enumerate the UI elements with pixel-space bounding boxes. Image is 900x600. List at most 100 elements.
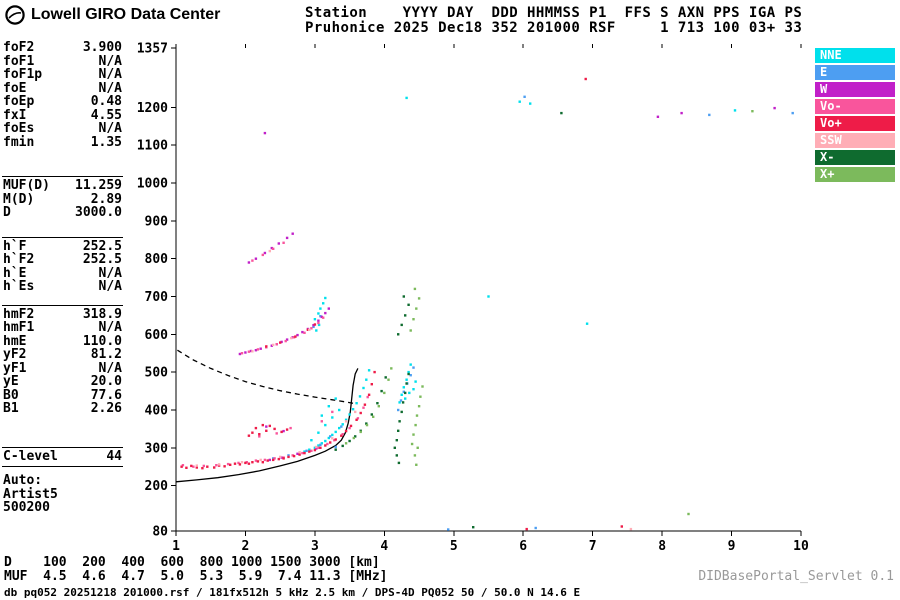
parameter-row-yf2: yF2 81.2 bbox=[2, 348, 123, 362]
parameter-value: 20.0 bbox=[90, 374, 122, 389]
parameter-label: B0 bbox=[3, 387, 19, 403]
y-tick-label: 80 bbox=[152, 525, 168, 540]
parameter-label: foF1 bbox=[3, 53, 35, 69]
parameter-row-ye: yE 20.0 bbox=[2, 375, 123, 389]
y-tick-label: 1200 bbox=[137, 101, 168, 116]
parameter-label: yF2 bbox=[3, 347, 27, 362]
parameter-value: 1.35 bbox=[90, 134, 122, 150]
parameter-label: foF1p bbox=[3, 67, 43, 82]
parameter-row-md: M(D) 2.89 bbox=[2, 191, 123, 207]
parameter-panel: foF2 3.900 foF1 N/A foF1p N/A foE N/A foEp 0.48 fx… bbox=[2, 40, 123, 515]
parameter-label: hmE bbox=[3, 333, 27, 349]
legend-w: W bbox=[815, 82, 895, 97]
parameter-row-hme: hmE 110.0 bbox=[2, 333, 123, 349]
station-header-row: Station YYYY DAY DDD HHMMSS P1 FFS S AXN… bbox=[305, 5, 803, 21]
parameter-value: 318.9 bbox=[82, 306, 122, 322]
x-tick-label: 2 bbox=[242, 539, 250, 554]
auto-line: Auto: bbox=[3, 473, 43, 488]
y-tick-label: 1100 bbox=[137, 139, 168, 154]
parameter-row-hes: h`Es N/A bbox=[2, 280, 123, 294]
parameter-row-foe: foE N/A bbox=[2, 80, 123, 96]
parameter-value: N/A bbox=[98, 265, 122, 281]
parameter-value: 81.2 bbox=[90, 347, 122, 362]
parameter-group: C-level 44 bbox=[2, 446, 123, 467]
parameter-value: 110.0 bbox=[82, 333, 122, 349]
y-tick-label: 400 bbox=[145, 403, 169, 418]
muf-row: MUF 4.5 4.6 4.7 5.0 5.3 5.9 7.4 11.3 [MH… bbox=[4, 569, 388, 584]
parameter-label: h`F2 bbox=[3, 252, 35, 267]
series-nne bbox=[303, 96, 737, 453]
station-values-row: Pruhonice 2025 Dec18 352 201000 RSF 1 71… bbox=[305, 20, 803, 36]
y-tick-label: 600 bbox=[145, 328, 169, 343]
parameter-row-hmf1: hmF1 N/A bbox=[2, 321, 123, 335]
series-ssw bbox=[195, 249, 633, 531]
parameter-row-fmin: fmin 1.35 bbox=[2, 134, 123, 150]
series-w bbox=[238, 106, 776, 462]
parameter-row-hf2: h`F2 252.5 bbox=[2, 253, 123, 267]
parameter-value: 252.5 bbox=[82, 252, 122, 267]
parameter-row-fof1: foF1 N/A bbox=[2, 53, 123, 69]
parameter-row-mufd: MUF(D) 11.259 bbox=[2, 179, 123, 193]
parameter-label: hmF1 bbox=[3, 320, 35, 335]
parameter-label: yE bbox=[3, 374, 19, 389]
parameter-value: N/A bbox=[98, 320, 122, 335]
legend-vo-: Vo- bbox=[815, 99, 895, 114]
parameter-value: 2.89 bbox=[90, 191, 122, 207]
parameter-label: hmF2 bbox=[3, 306, 35, 322]
muf-transmission-curve-curve bbox=[177, 349, 357, 405]
series-x- bbox=[334, 111, 563, 529]
x-tick-label: 9 bbox=[728, 539, 736, 554]
parameter-group: foF2 3.900 foF1 N/A foF1p N/A foE N/A foEp 0.48 fx… bbox=[2, 40, 123, 150]
parameter-row-fof2: foF2 3.900 bbox=[2, 41, 123, 55]
parameter-row-b0: B0 77.6 bbox=[2, 387, 123, 403]
x-tick-label: 7 bbox=[589, 539, 597, 554]
x-tick-label: 6 bbox=[519, 539, 527, 554]
parameter-label: fmin bbox=[3, 134, 35, 150]
x-tick-label: 3 bbox=[311, 539, 319, 554]
parameter-label: h`Es bbox=[3, 279, 35, 294]
autoscaling-block: Auto: Artist5 500200 bbox=[2, 474, 123, 515]
file-info-line: db pq052 20251218 201000.rsf / 181fx512h… bbox=[4, 586, 581, 599]
y-tick-label: 700 bbox=[145, 290, 169, 305]
legend-ssw: SSW bbox=[815, 133, 895, 148]
parameter-group: hmF2 318.9 hmF1 N/A hmE 110.0 yF2 81.2 yF1 N/A yE 2… bbox=[2, 304, 123, 417]
parameter-label: M(D) bbox=[3, 191, 35, 207]
parameter-row-foes: foEs N/A bbox=[2, 122, 123, 136]
parameter-row-b1: B1 2.26 bbox=[2, 402, 123, 416]
series-vo- bbox=[181, 241, 369, 468]
parameter-value: 3.900 bbox=[82, 40, 122, 55]
x-tick-label: 5 bbox=[450, 539, 458, 554]
legend-e: E bbox=[815, 65, 895, 80]
parameter-row-hmf2: hmF2 318.9 bbox=[2, 306, 123, 322]
parameter-label: foE bbox=[3, 80, 27, 96]
station-header: Station YYYY DAY DDD HHMMSS P1 FFS S AXN… bbox=[305, 6, 802, 36]
y-tick-label: 1357 bbox=[137, 42, 168, 57]
parameter-label: foF2 bbox=[3, 40, 35, 55]
distance-row: D 100 200 400 600 800 1000 1500 3000 [km… bbox=[4, 555, 380, 570]
parameter-value: N/A bbox=[98, 53, 122, 69]
parameter-value: 2.26 bbox=[90, 401, 122, 416]
parameter-value: 3000.0 bbox=[75, 205, 122, 220]
parameter-value: 44 bbox=[106, 448, 122, 464]
parameter-row-hf: h`F 252.5 bbox=[2, 238, 123, 254]
x-tick-label: 10 bbox=[793, 539, 809, 554]
parameter-value: N/A bbox=[98, 67, 122, 82]
y-tick-label: 500 bbox=[145, 366, 169, 381]
brand-title: Lowell GIRO Data Center bbox=[31, 6, 221, 23]
parameter-row-foep: foEp 0.48 bbox=[2, 95, 123, 109]
parameter-row-clevel: C-level 44 bbox=[2, 448, 123, 464]
legend-vo+: Vo+ bbox=[815, 116, 895, 131]
parameter-value: 252.5 bbox=[82, 238, 122, 254]
lowell-giro-logo-icon bbox=[5, 5, 25, 25]
parameter-row-fof1p: foF1p N/A bbox=[2, 68, 123, 82]
y-tick-label: 1000 bbox=[137, 177, 168, 192]
parameter-group: MUF(D) 11.259 M(D) 2.89 D 3000.0 bbox=[2, 176, 123, 221]
servlet-version-label: DIDBasePortal_Servlet 0.1 bbox=[698, 569, 894, 584]
parameter-value: 77.6 bbox=[90, 387, 122, 403]
parameter-label: MUF(D) bbox=[3, 178, 50, 193]
true-height-profile-curve bbox=[175, 368, 359, 483]
y-tick-label: 800 bbox=[145, 252, 169, 267]
series-vo+ bbox=[180, 77, 623, 531]
